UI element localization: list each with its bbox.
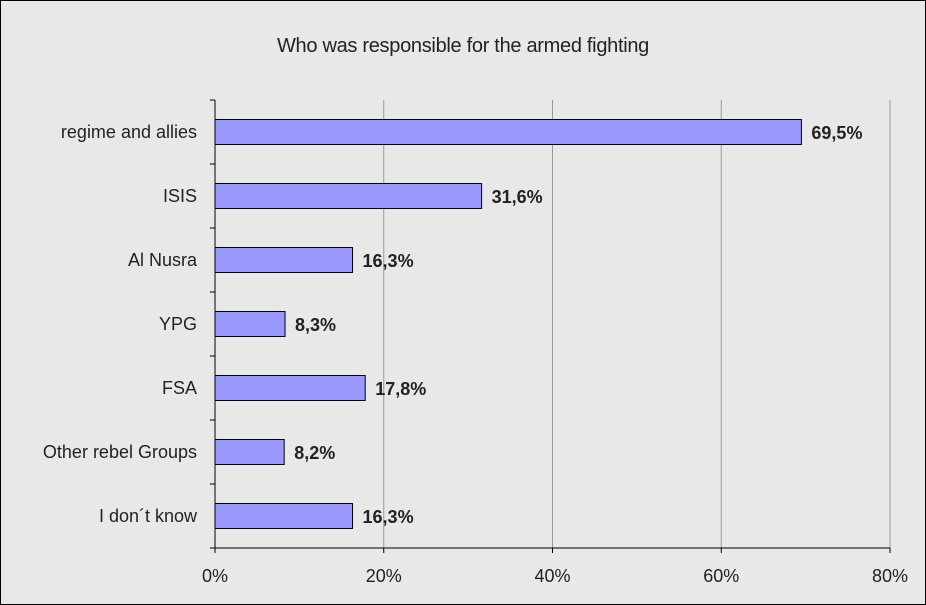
value-label: 8,3% — [295, 315, 336, 335]
bar — [214, 439, 285, 465]
bar-layer — [214, 119, 802, 529]
bar — [214, 183, 483, 209]
value-label: 16,3% — [363, 507, 414, 527]
x-tick-label: 80% — [872, 566, 908, 586]
bar — [214, 311, 286, 337]
bar — [214, 247, 354, 273]
category-label: YPG — [159, 314, 197, 334]
value-label: 17,8% — [375, 379, 426, 399]
x-tick-label: 20% — [366, 566, 402, 586]
value-label: 8,2% — [294, 443, 335, 463]
category-label: Al Nusra — [128, 250, 198, 270]
x-tick-label: 0% — [202, 566, 228, 586]
label-layer: 0% 20% 40% 60% 80% regime and allies 69,5% ISIS… — [43, 122, 908, 586]
bar — [214, 119, 802, 145]
category-label: regime and allies — [61, 122, 197, 142]
value-label: 69,5% — [811, 123, 862, 143]
value-label: 16,3% — [363, 251, 414, 271]
category-label: I don´t know — [99, 506, 198, 526]
category-label: Other rebel Groups — [43, 442, 197, 462]
bar — [214, 503, 354, 529]
x-tick-label: 40% — [534, 566, 570, 586]
category-label: ISIS — [163, 186, 197, 206]
category-label: FSA — [162, 378, 197, 398]
value-label: 31,6% — [492, 187, 543, 207]
chart-title: Who was responsible for the armed fighti… — [276, 35, 650, 57]
x-tick-label: 60% — [703, 566, 739, 586]
grid-layer — [383, 100, 891, 548]
bar — [214, 375, 366, 401]
